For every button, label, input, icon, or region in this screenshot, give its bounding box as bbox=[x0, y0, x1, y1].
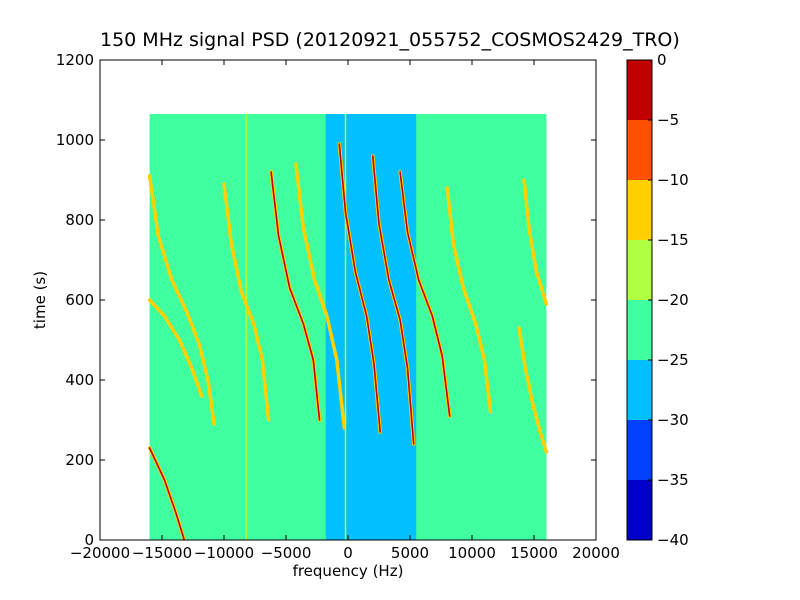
trace-4 bbox=[270, 171, 321, 421]
trace-8 bbox=[399, 171, 451, 417]
colorbar-tick-label: −15 bbox=[657, 231, 689, 249]
trace-9 bbox=[446, 187, 492, 413]
colorbar-tick-label: −30 bbox=[657, 411, 689, 429]
plot-area bbox=[147, 114, 549, 540]
colorbar-segment bbox=[627, 360, 652, 420]
trace-6 bbox=[338, 143, 382, 433]
x-tick-label: 10000 bbox=[448, 544, 496, 562]
x-tick-label: −10000 bbox=[194, 544, 254, 562]
y-tick-label: 200 bbox=[65, 451, 94, 469]
colorbar-segment bbox=[627, 420, 652, 480]
colorbar-tick-label: 0 bbox=[657, 51, 667, 69]
trace-5 bbox=[295, 163, 346, 429]
y-tick-label: 0 bbox=[84, 531, 94, 549]
x-tick-label: 20000 bbox=[572, 544, 620, 562]
colorbar-tick-label: −20 bbox=[657, 291, 689, 309]
trace-1 bbox=[148, 175, 215, 425]
trace-3 bbox=[223, 183, 270, 421]
colorbar-tick-label: −25 bbox=[657, 351, 689, 369]
y-tick-label: 400 bbox=[65, 371, 94, 389]
trace-0 bbox=[148, 447, 186, 540]
x-axis-ticks: −20000 −15000 −10000 −5000 0 5000 10000 15000 20… bbox=[70, 60, 620, 562]
colorbar-tick-label: −5 bbox=[657, 111, 679, 129]
colorbar-segment bbox=[627, 480, 652, 540]
x-tick-label: 15000 bbox=[510, 544, 558, 562]
colorbar-segment bbox=[627, 180, 652, 240]
colorbar-segment bbox=[627, 60, 652, 120]
trace-7 bbox=[371, 155, 415, 445]
colorbar-segment bbox=[627, 240, 652, 300]
x-axis-label: frequency (Hz) bbox=[292, 562, 404, 580]
x-tick-label: −5000 bbox=[261, 544, 312, 562]
trace-11 bbox=[523, 179, 548, 305]
colorbar-segment bbox=[627, 120, 652, 180]
x-tick-label: 0 bbox=[343, 544, 353, 562]
y-tick-label: 800 bbox=[65, 211, 94, 229]
y-axis-ticks: 0 200 400 600 800 1000 1200 bbox=[56, 51, 596, 549]
trace-10 bbox=[518, 327, 548, 453]
y-tick-label: 600 bbox=[65, 291, 94, 309]
colorbar-tick-label: −10 bbox=[657, 171, 689, 189]
x-tick-label: 5000 bbox=[391, 544, 429, 562]
colorbar-tick-label: −40 bbox=[657, 531, 689, 549]
x-tick-label: −15000 bbox=[132, 544, 192, 562]
y-tick-label: 1200 bbox=[56, 51, 94, 69]
x-tick-label: −20000 bbox=[70, 544, 130, 562]
chart-title: 150 MHz signal PSD (20120921_055752_COSM… bbox=[100, 29, 680, 51]
y-tick-label: 1000 bbox=[56, 131, 94, 149]
colorbar: 0 −5 −10 −15 −20 −25 −30 −35 −40 bbox=[626, 51, 689, 549]
colorbar-segment bbox=[627, 300, 652, 360]
trace-2 bbox=[148, 299, 203, 397]
colorbar-tick-label: −35 bbox=[657, 471, 689, 489]
